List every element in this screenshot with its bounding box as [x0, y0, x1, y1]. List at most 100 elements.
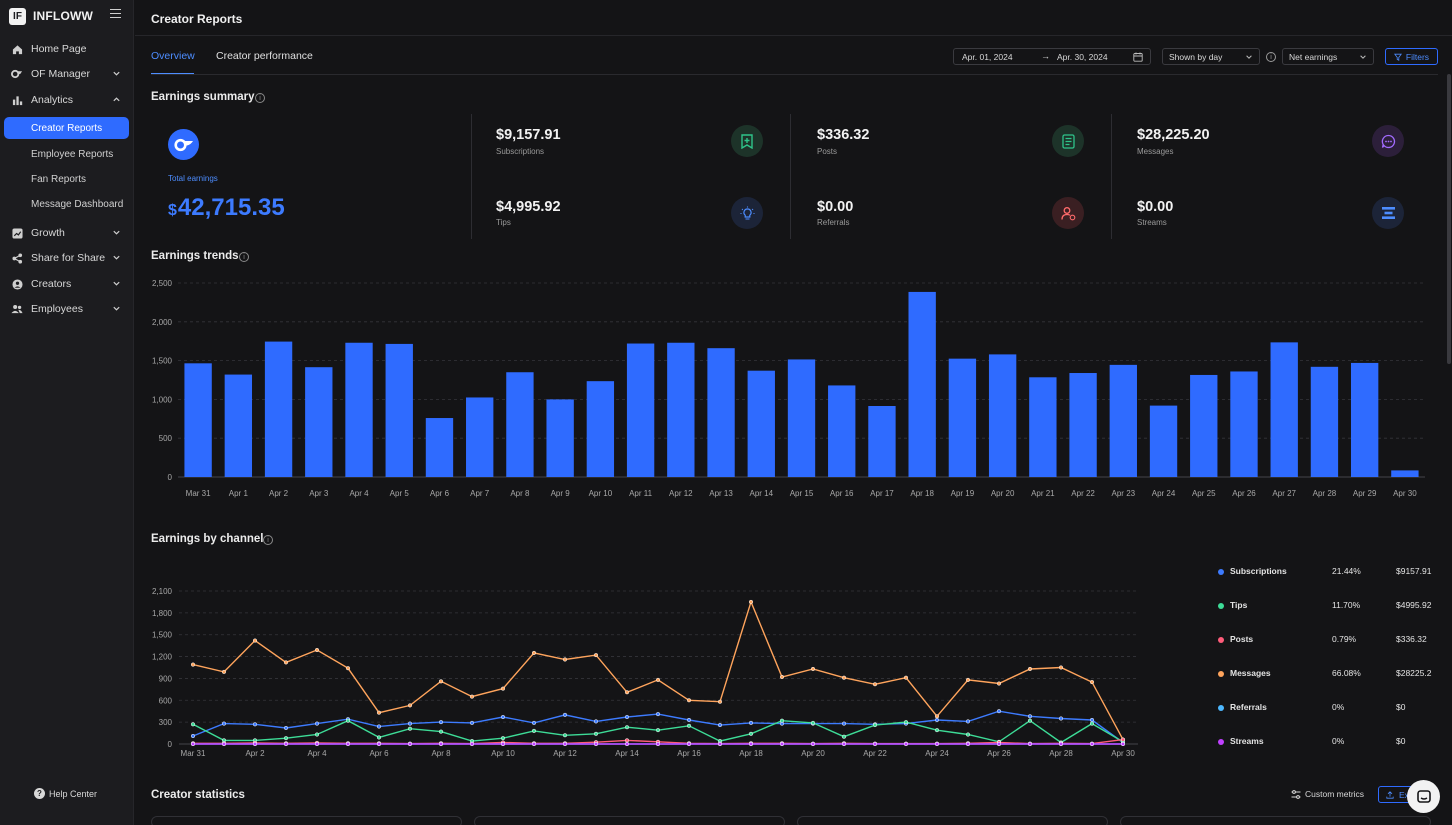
bar [1109, 364, 1137, 477]
x-tick-label: Apr 22 [863, 749, 887, 758]
tab-overview[interactable]: Overview [151, 50, 195, 62]
date-start: Apr. 01, 2024 [962, 52, 1013, 62]
data-point [1089, 741, 1095, 747]
x-tick-label: Apr 28 [1049, 749, 1073, 758]
support-chat-icon[interactable] [1407, 780, 1440, 813]
metric-select[interactable]: Net earnings [1282, 48, 1374, 65]
legend-percent: 66.08% [1332, 668, 1361, 678]
legend-percent: 0.79% [1332, 634, 1357, 644]
data-point [190, 662, 196, 667]
menu-toggle-icon[interactable] [110, 9, 121, 18]
data-point [996, 681, 1002, 686]
x-tick-label: Apr 29 [1353, 489, 1377, 498]
legend-item-messages[interactable]: Messages 66.08% $28225.2 [1218, 668, 1433, 682]
legend-item-referrals[interactable]: Referrals 0% $0 [1218, 702, 1433, 716]
legend-item-tips[interactable]: Tips 11.70% $4995.92 [1218, 600, 1433, 614]
data-point [190, 722, 196, 727]
data-point [1120, 741, 1126, 747]
data-point [1027, 666, 1033, 672]
bar [1069, 373, 1097, 477]
sidebar-item-employee-reports[interactable]: Employee Reports [31, 148, 114, 160]
data-point [965, 719, 971, 724]
legend-dot [1218, 569, 1224, 575]
sidebar-item-share-for-share[interactable]: Share for Share [4, 247, 129, 269]
y-tick-label: 2,000 [152, 318, 173, 327]
bar [425, 418, 454, 477]
data-point [779, 718, 785, 723]
bar [1190, 374, 1218, 477]
x-tick-label: Apr 27 [1272, 489, 1296, 498]
x-tick-label: Apr 24 [1152, 489, 1176, 498]
data-point [779, 741, 785, 747]
filters-button[interactable]: Filters [1385, 48, 1438, 65]
custom-metrics-button[interactable]: Custom metrics [1291, 789, 1364, 799]
sidebar-item-employees[interactable]: Employees [4, 298, 129, 320]
bar [345, 342, 373, 477]
tabs-divider [151, 74, 1438, 75]
tab-creator-performance[interactable]: Creator performance [216, 50, 313, 62]
data-point [872, 741, 878, 747]
sidebar-item-growth[interactable]: Growth [4, 222, 129, 244]
page-scrollbar[interactable] [1447, 74, 1451, 364]
sidebar-item-creator-reports[interactable]: Creator Reports [4, 117, 129, 139]
brand[interactable]: IF INFLOWW [9, 6, 93, 26]
legend-dot [1218, 671, 1224, 677]
data-point [748, 741, 754, 747]
group-by-select[interactable]: Shown by day [1162, 48, 1260, 65]
data-point [841, 721, 847, 726]
x-tick-label: Apr 18 [739, 749, 763, 758]
bar [1029, 377, 1057, 477]
sidebar-item-of-manager[interactable]: OF Manager [4, 63, 129, 85]
x-tick-label: Apr 19 [951, 489, 975, 498]
data-point [562, 733, 568, 738]
info-icon[interactable]: i [239, 252, 249, 262]
data-point [252, 638, 258, 643]
info-icon[interactable]: i [255, 93, 265, 103]
y-tick-label: 1,500 [152, 631, 173, 640]
y-tick-label: 900 [159, 674, 173, 683]
data-point [190, 733, 196, 739]
data-point [531, 741, 537, 747]
sidebar-item-creators[interactable]: Creators [4, 273, 129, 295]
legend-amount: $0 [1396, 736, 1406, 746]
bar [546, 399, 574, 477]
legend-item-streams[interactable]: Streams 0% $0 [1218, 736, 1433, 750]
legend-item-subscriptions[interactable]: Subscriptions 21.44% $9157.91 [1218, 566, 1433, 580]
legend-item-posts[interactable]: Posts 0.79% $336.32 [1218, 634, 1433, 648]
data-point [965, 741, 971, 747]
sidebar-item-analytics[interactable]: Analytics [4, 89, 129, 111]
data-point [748, 599, 754, 604]
lightbulb-icon [731, 197, 763, 229]
data-point [1089, 717, 1095, 723]
x-tick-label: Apr 30 [1393, 489, 1417, 498]
subscriptions-icon [731, 125, 763, 157]
info-icon[interactable]: i [1266, 52, 1276, 62]
users-icon [11, 303, 23, 315]
messages-value: $28,225.20 [1137, 127, 1210, 143]
info-icon[interactable]: i [263, 535, 273, 545]
data-point [1058, 741, 1064, 747]
data-point [903, 720, 909, 725]
sidebar-item-fan-reports[interactable]: Fan Reports [31, 173, 87, 185]
referrals-label: Referrals [817, 218, 850, 227]
bar [707, 348, 735, 477]
earnings-by-channel-title: Earnings by channel [151, 533, 264, 545]
data-point [624, 741, 630, 747]
x-tick-label: Apr 26 [987, 749, 1011, 758]
y-tick-label: 2,500 [152, 279, 173, 288]
x-tick-label: Apr 8 [510, 489, 530, 498]
x-tick-label: Apr 23 [1112, 489, 1136, 498]
help-center-link[interactable]: ? Help Center [34, 788, 97, 799]
x-tick-label: Apr 25 [1192, 489, 1216, 498]
sidebar-item-message-dashboard[interactable]: Message Dashboard [31, 198, 124, 210]
date-range-picker[interactable]: Apr. 01, 2024 → Apr. 30, 2024 [953, 48, 1151, 65]
sidebar-item-home[interactable]: Home Page [4, 38, 129, 60]
bar [868, 405, 896, 477]
arrow-right-icon: → [1041, 51, 1050, 61]
data-point [1089, 680, 1095, 685]
legend-name: Posts [1230, 634, 1254, 644]
data-point [624, 690, 630, 695]
data-point [965, 732, 971, 737]
data-point [872, 723, 878, 728]
